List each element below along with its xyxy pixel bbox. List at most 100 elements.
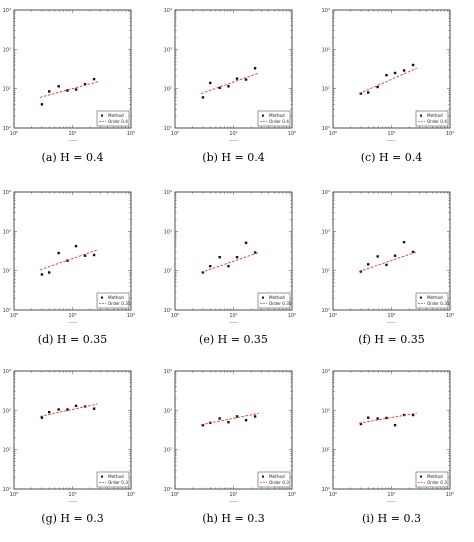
data-point bbox=[411, 413, 415, 417]
legend-label-order: Order 0.3 bbox=[108, 480, 128, 485]
x-tick-label: 10¹ bbox=[387, 313, 395, 319]
panel-caption: (d) H = 0.35 bbox=[38, 333, 107, 346]
data-point bbox=[244, 241, 248, 245]
legend-label-order: Order 0.4 bbox=[427, 119, 447, 124]
x-tick-label: 10⁰ bbox=[329, 131, 337, 137]
data-point bbox=[411, 63, 415, 67]
legend-box bbox=[257, 292, 291, 309]
x-axis-label: —— bbox=[387, 139, 397, 144]
y-tick-label: 10² bbox=[3, 448, 11, 454]
x-tick-label: 10⁰ bbox=[329, 313, 337, 319]
data-point bbox=[376, 255, 379, 258]
data-point bbox=[411, 250, 415, 254]
data-point bbox=[74, 88, 78, 91]
x-tick-label: 10² bbox=[127, 492, 135, 498]
y-tick-label: 10⁴ bbox=[322, 369, 330, 375]
y-tick-label: 10² bbox=[164, 269, 172, 275]
y-tick-label: 10¹ bbox=[322, 487, 330, 493]
y-tick-label: 10¹ bbox=[322, 126, 330, 132]
x-tick-label: 10¹ bbox=[68, 313, 76, 319]
panel-caption: (a) H = 0.4 bbox=[42, 151, 104, 164]
y-tick-label: 10³ bbox=[3, 408, 11, 414]
data-point bbox=[201, 423, 205, 427]
legend-label-method: Method bbox=[269, 474, 285, 479]
y-tick-label: 10³ bbox=[322, 229, 330, 235]
y-tick-label: 10² bbox=[164, 448, 172, 454]
data-point bbox=[57, 251, 60, 255]
data-point bbox=[367, 263, 370, 266]
legend-label-order: Order 0.3 bbox=[427, 480, 447, 485]
y-tick-label: 10³ bbox=[164, 408, 172, 414]
y-tick-label: 10¹ bbox=[3, 308, 11, 314]
data-point bbox=[376, 417, 379, 420]
data-point bbox=[359, 422, 363, 426]
x-axis-label: —— bbox=[68, 321, 78, 326]
data-point bbox=[40, 103, 44, 106]
y-tick-label: 10² bbox=[322, 448, 330, 454]
legend-marker-method bbox=[101, 475, 103, 478]
data-point bbox=[66, 89, 69, 92]
data-point bbox=[57, 408, 60, 411]
legend-box bbox=[96, 292, 130, 309]
x-tick-label: 10² bbox=[446, 313, 454, 319]
data-point bbox=[402, 69, 406, 72]
legend-marker-method bbox=[420, 296, 422, 299]
data-point bbox=[201, 96, 205, 99]
data-point bbox=[40, 273, 44, 276]
data-point bbox=[201, 271, 205, 274]
y-tick-label: 10² bbox=[3, 269, 11, 275]
fit-line bbox=[201, 72, 259, 95]
plot-frame bbox=[13, 9, 132, 129]
y-tick-label: 10³ bbox=[164, 229, 172, 235]
x-tick-label: 10¹ bbox=[68, 492, 76, 498]
y-tick-label: 10⁴ bbox=[164, 190, 172, 196]
legend-label-method: Method bbox=[427, 474, 443, 479]
plot-frame bbox=[13, 191, 132, 311]
x-tick-label: 10⁰ bbox=[10, 313, 18, 319]
data-point bbox=[376, 85, 379, 89]
y-tick-label: 10⁴ bbox=[164, 8, 172, 14]
legend-marker-method bbox=[101, 296, 103, 299]
plot-frame bbox=[13, 370, 132, 490]
legend-label-order: Order 0.3 bbox=[269, 480, 289, 485]
y-tick-label: 10² bbox=[3, 87, 11, 93]
data-point bbox=[40, 416, 44, 419]
fit-line bbox=[40, 403, 98, 417]
x-tick-label: 10⁰ bbox=[10, 131, 18, 137]
x-tick-label: 10⁰ bbox=[171, 492, 179, 498]
data-point bbox=[253, 415, 257, 418]
y-tick-label: 10² bbox=[322, 269, 330, 275]
panel-caption: (b) H = 0.4 bbox=[202, 151, 264, 164]
data-point bbox=[359, 92, 363, 95]
plot-frame bbox=[332, 191, 451, 311]
panel-caption: (c) H = 0.4 bbox=[361, 151, 423, 164]
x-tick-label: 10⁰ bbox=[10, 492, 18, 498]
y-tick-label: 10² bbox=[322, 87, 330, 93]
x-tick-label: 10⁰ bbox=[171, 131, 179, 137]
fit-line bbox=[359, 251, 417, 272]
y-tick-label: 10⁴ bbox=[3, 8, 11, 14]
legend-label-method: Method bbox=[269, 113, 285, 118]
legend-label-method: Method bbox=[269, 295, 285, 300]
x-axis-label: —— bbox=[229, 500, 239, 505]
x-axis-label: —— bbox=[387, 500, 397, 505]
y-tick-label: 10¹ bbox=[3, 487, 11, 493]
x-axis-label: —— bbox=[387, 321, 397, 326]
fit-line bbox=[359, 412, 417, 424]
data-point bbox=[209, 264, 212, 268]
plot-frame bbox=[174, 370, 293, 490]
x-axis-label: —— bbox=[229, 321, 239, 326]
legend-box bbox=[96, 471, 130, 488]
y-tick-label: 10⁴ bbox=[164, 369, 172, 375]
legend-marker-method bbox=[262, 475, 264, 478]
data-point bbox=[367, 416, 370, 419]
data-point bbox=[359, 270, 363, 273]
data-point bbox=[74, 244, 78, 248]
